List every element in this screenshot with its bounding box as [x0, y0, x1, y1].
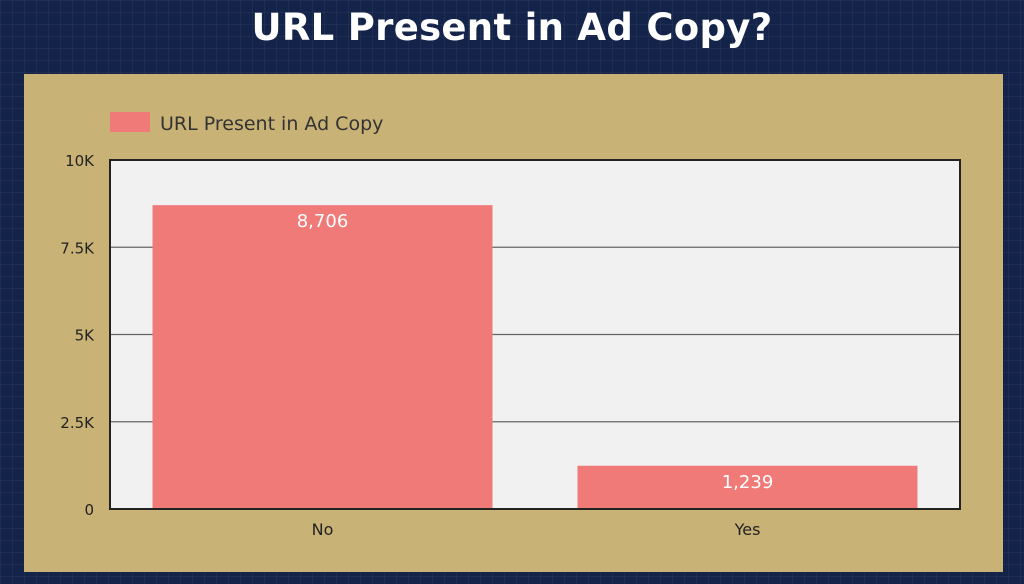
y-tick-label: 5K — [75, 327, 96, 345]
data-label: 1,239 — [722, 472, 774, 493]
legend-label: URL Present in Ad Copy — [160, 113, 383, 135]
x-tick-label: No — [312, 520, 334, 539]
y-tick-label: 0 — [84, 501, 94, 519]
plot-frame — [109, 159, 961, 510]
legend-swatch — [110, 112, 150, 132]
bar-chart: URL Present in Ad Copy 0 2.5K 5K 7.5K 10K 8,70… — [60, 112, 961, 539]
y-tick-label: 2.5K — [60, 414, 95, 432]
bar — [152, 205, 493, 510]
chart-title: URL Present in Ad Copy? — [251, 6, 773, 49]
x-tick-label: Yes — [734, 520, 761, 539]
chart-panel: URL Present in Ad Copy 0 2.5K 5K 7.5K 10K 8,70… — [24, 74, 1003, 572]
data-label: 8,706 — [297, 211, 349, 232]
y-tick-label: 10K — [65, 152, 95, 170]
y-tick-label: 7.5K — [60, 239, 95, 257]
bar — [577, 465, 918, 509]
